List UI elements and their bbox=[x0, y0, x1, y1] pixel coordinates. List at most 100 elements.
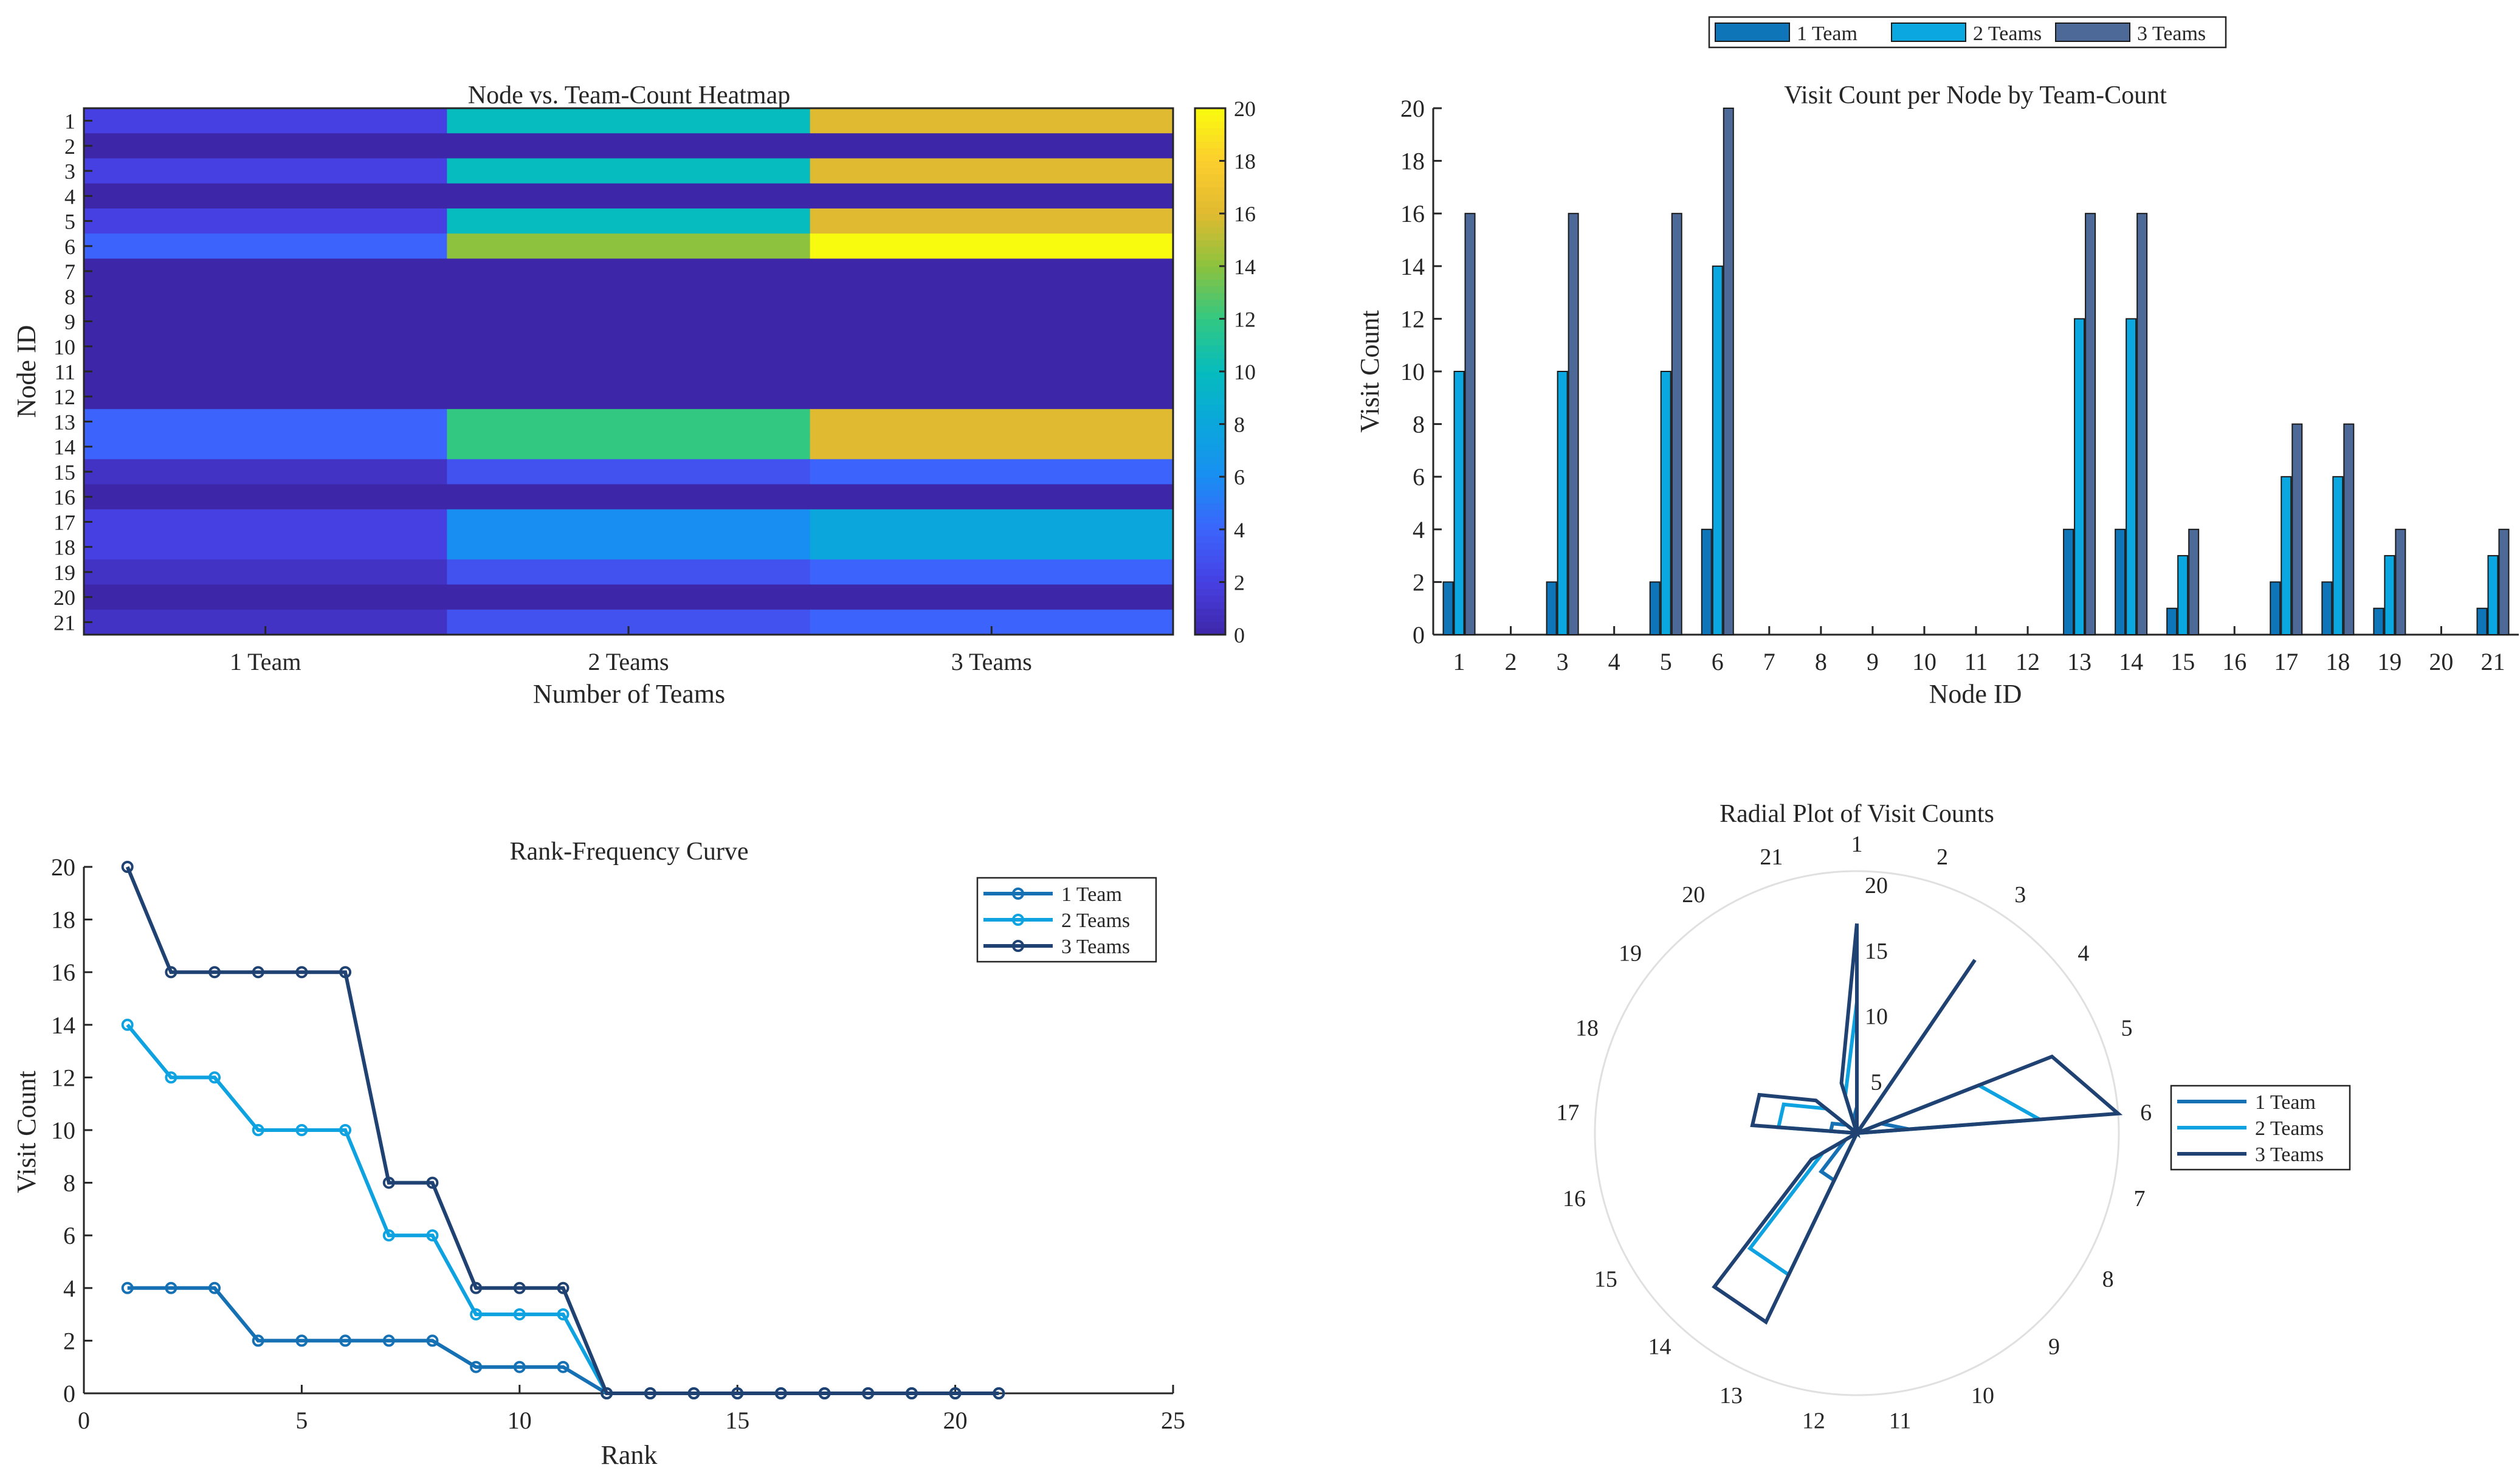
rank-frequency-marker bbox=[557, 1308, 570, 1321]
bar-x-tick-label: 11 bbox=[1964, 648, 1988, 675]
colorbar-segment bbox=[1195, 529, 1225, 537]
heatmap-cell bbox=[810, 409, 1174, 435]
bar bbox=[2332, 476, 2344, 635]
rank-frequency-marker bbox=[687, 1387, 700, 1399]
rank-frequency-marker bbox=[426, 1229, 439, 1242]
bar bbox=[1723, 108, 1734, 635]
heatmap-cell bbox=[84, 359, 447, 385]
rank-frequency-title: Rank-Frequency Curve bbox=[509, 838, 748, 866]
colorbar-segment bbox=[1195, 147, 1225, 155]
rank-frequency-marker bbox=[165, 1071, 177, 1084]
radial-category-label: 3 bbox=[2014, 882, 2026, 908]
rank-frequency-marker bbox=[382, 1334, 395, 1347]
heatmap-cell bbox=[84, 584, 447, 610]
rank-frequency-y-tick-label: 10 bbox=[51, 1117, 75, 1144]
colorbar-segment bbox=[1195, 121, 1225, 129]
bar-xlabel: Node ID bbox=[1929, 679, 2022, 709]
colorbar-segment bbox=[1195, 470, 1225, 477]
radial-legend-label: 2 Teams bbox=[2255, 1117, 2324, 1140]
colorbar-segment bbox=[1195, 141, 1225, 148]
colorbar-segment bbox=[1195, 509, 1225, 517]
bar-title: Visit Count per Node by Team-Count bbox=[1784, 81, 2167, 109]
radial-category-label: 2 bbox=[1936, 844, 1948, 870]
colorbar-segment bbox=[1195, 213, 1225, 221]
heatmap-cell bbox=[447, 208, 811, 234]
heatmap-cell bbox=[810, 183, 1174, 209]
rank-frequency-legend-label: 3 Teams bbox=[1061, 936, 1130, 958]
heatmap-ylabel: Node ID bbox=[12, 325, 41, 418]
rank-frequency-marker bbox=[513, 1281, 526, 1294]
heatmap-cell bbox=[84, 233, 447, 260]
heatmap-cell bbox=[84, 108, 447, 134]
rank-frequency-y-tick-label: 16 bbox=[51, 959, 75, 986]
bar-panel: Visit Count per Node by Team-Count 0 2 4 6 8… bbox=[1355, 16, 2519, 709]
bar bbox=[2166, 607, 2178, 636]
rank-frequency-marker bbox=[208, 1281, 221, 1294]
bar-x-tick-label: 13 bbox=[2067, 648, 2091, 675]
radial-category-label: 18 bbox=[1575, 1016, 1599, 1041]
radial-r-tick-label: 10 bbox=[1865, 1004, 1888, 1030]
rank-frequency-lines bbox=[121, 861, 1005, 1399]
bar bbox=[2188, 528, 2200, 635]
heatmap-cell bbox=[447, 534, 811, 560]
rank-frequency-y-tick-label: 12 bbox=[51, 1064, 75, 1091]
rank-frequency-line bbox=[125, 866, 999, 1395]
colorbar-segment bbox=[1195, 450, 1225, 458]
bar-y-tick-label: 10 bbox=[1400, 358, 1425, 385]
heatmap-cell bbox=[810, 384, 1174, 410]
rank-frequency-marker bbox=[295, 966, 308, 979]
heatmap-row-label: 9 bbox=[64, 310, 75, 334]
heatmap-row-label: 17 bbox=[53, 510, 75, 534]
colorbar-segment bbox=[1195, 556, 1225, 563]
bar-x-tick-label: 14 bbox=[2119, 648, 2143, 675]
colorbar-segment bbox=[1195, 298, 1225, 306]
rank-frequency-y-tick-label: 8 bbox=[63, 1170, 75, 1197]
colorbar-segment bbox=[1195, 562, 1225, 570]
heatmap-row-label: 11 bbox=[54, 360, 75, 384]
radial-outer-circle bbox=[1594, 870, 2120, 1396]
bar-x-tick-label: 3 bbox=[1557, 648, 1569, 675]
radial-r-tick-label: 5 bbox=[1871, 1069, 1882, 1095]
bar-y-tick-label: 0 bbox=[1413, 621, 1425, 649]
colorbar-segment bbox=[1195, 444, 1225, 451]
radial-legend: 1 Team 2 Teams 3 Teams bbox=[2170, 1085, 2351, 1171]
colorbar-segment bbox=[1195, 187, 1225, 195]
rank-frequency-marker bbox=[557, 1281, 570, 1294]
bar bbox=[1453, 371, 1465, 635]
heatmap-cell bbox=[84, 534, 447, 560]
colorbar-segment bbox=[1195, 477, 1225, 484]
bar bbox=[1712, 265, 1723, 635]
colorbar-segment bbox=[1195, 582, 1225, 590]
heatmap-column-labels: 1 Team 2 Teams 3 Teams bbox=[230, 626, 1032, 675]
bar-x-tick-label: 19 bbox=[2377, 648, 2401, 675]
heatmap-cell bbox=[447, 258, 811, 285]
rank-frequency-x-tick-label: 20 bbox=[943, 1407, 968, 1434]
heatmap-row-label: 18 bbox=[53, 536, 75, 560]
heatmap-cell bbox=[447, 158, 811, 184]
heatmap-cell bbox=[447, 359, 811, 385]
heatmap-cell bbox=[810, 534, 1174, 560]
rank-frequency-ylabel: Visit Count bbox=[12, 1071, 41, 1193]
heatmap-row-label: 14 bbox=[53, 435, 75, 460]
colorbar-segment bbox=[1195, 503, 1225, 511]
colorbar-segment bbox=[1195, 312, 1225, 320]
rank-frequency-marker bbox=[818, 1387, 831, 1399]
colorbar-segment bbox=[1195, 286, 1225, 293]
radial-category-label: 12 bbox=[1802, 1409, 1825, 1434]
colorbar-segment bbox=[1195, 588, 1225, 596]
radial-title: Radial Plot of Visit Counts bbox=[1720, 800, 1994, 828]
heatmap-colorbar: 0 2 4 6 8 10 12 14 16 18 20 bbox=[1194, 97, 1256, 647]
bar-y-tick-label: 4 bbox=[1413, 516, 1425, 543]
rank-frequency-marker bbox=[121, 861, 134, 873]
bar-x-tick-label: 12 bbox=[2016, 648, 2040, 675]
colorbar-segment bbox=[1195, 404, 1225, 412]
heatmap-row-label: 10 bbox=[53, 335, 75, 359]
colorbar-segment bbox=[1195, 345, 1225, 353]
rank-frequency-marker bbox=[470, 1308, 483, 1321]
heatmap-column-label: 2 Teams bbox=[588, 648, 669, 675]
heatmap-cell bbox=[810, 559, 1174, 585]
heatmap-cell bbox=[447, 484, 811, 510]
heatmap-panel: Node vs. Team-Count Heatmap 123456789101… bbox=[12, 81, 1256, 709]
bar-legend-label: 3 Teams bbox=[2137, 22, 2206, 45]
colorbar-tick-label: 10 bbox=[1234, 360, 1256, 384]
